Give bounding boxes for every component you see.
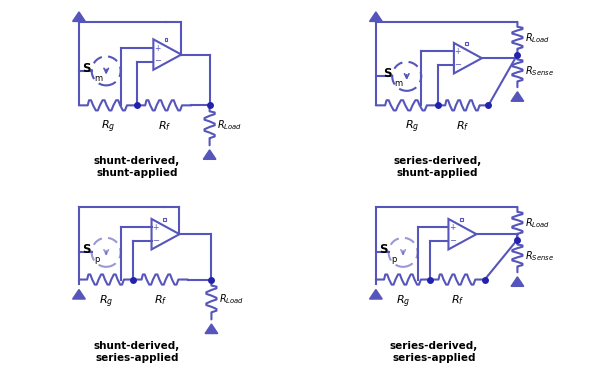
Text: −: − — [152, 236, 159, 245]
Text: S: S — [379, 243, 388, 256]
Text: p: p — [94, 255, 99, 264]
Bar — [460, 218, 463, 221]
Text: $R_f$: $R_f$ — [451, 293, 464, 307]
Text: $R_{Load}$: $R_{Load}$ — [217, 119, 242, 132]
Text: S: S — [383, 67, 391, 80]
Text: +: + — [152, 223, 158, 232]
Text: $R_{Load}$: $R_{Load}$ — [218, 292, 244, 306]
Text: −: − — [154, 56, 161, 65]
Polygon shape — [511, 277, 524, 286]
Text: +: + — [455, 47, 461, 56]
Text: $R_{Load}$: $R_{Load}$ — [524, 31, 550, 45]
Polygon shape — [370, 12, 382, 21]
Bar — [465, 42, 468, 45]
Text: $R_g$: $R_g$ — [101, 119, 115, 135]
Text: shunt-derived,
series-applied: shunt-derived, series-applied — [94, 341, 180, 363]
Text: m: m — [394, 79, 403, 88]
Text: $R_g$: $R_g$ — [99, 293, 113, 310]
Text: shunt-derived,
shunt-applied: shunt-derived, shunt-applied — [94, 156, 180, 178]
Text: S: S — [82, 243, 91, 256]
Text: $R_g$: $R_g$ — [396, 293, 410, 310]
Text: $R_g$: $R_g$ — [405, 119, 419, 135]
Text: +: + — [449, 223, 455, 232]
Text: $R_f$: $R_f$ — [456, 119, 470, 133]
Polygon shape — [73, 289, 85, 299]
Text: S: S — [82, 62, 91, 75]
Text: $R_{Load}$: $R_{Load}$ — [524, 217, 550, 230]
Polygon shape — [370, 289, 382, 299]
Text: −: − — [454, 60, 461, 69]
Text: series-derived,
shunt-applied: series-derived, shunt-applied — [394, 156, 482, 178]
Bar — [164, 38, 167, 41]
Polygon shape — [205, 324, 218, 334]
Text: $R_{Sense}$: $R_{Sense}$ — [524, 64, 554, 78]
Polygon shape — [511, 92, 524, 101]
Text: $R_f$: $R_f$ — [158, 119, 171, 133]
Text: $R_{Sense}$: $R_{Sense}$ — [524, 249, 554, 263]
Text: p: p — [391, 255, 396, 264]
Bar — [163, 218, 166, 221]
Text: series-derived,
series-applied: series-derived, series-applied — [390, 341, 478, 363]
Text: −: − — [449, 236, 456, 245]
Text: m: m — [94, 74, 102, 83]
Polygon shape — [203, 150, 216, 159]
Text: $R_f$: $R_f$ — [154, 293, 167, 307]
Text: +: + — [154, 44, 160, 53]
Polygon shape — [73, 12, 85, 21]
